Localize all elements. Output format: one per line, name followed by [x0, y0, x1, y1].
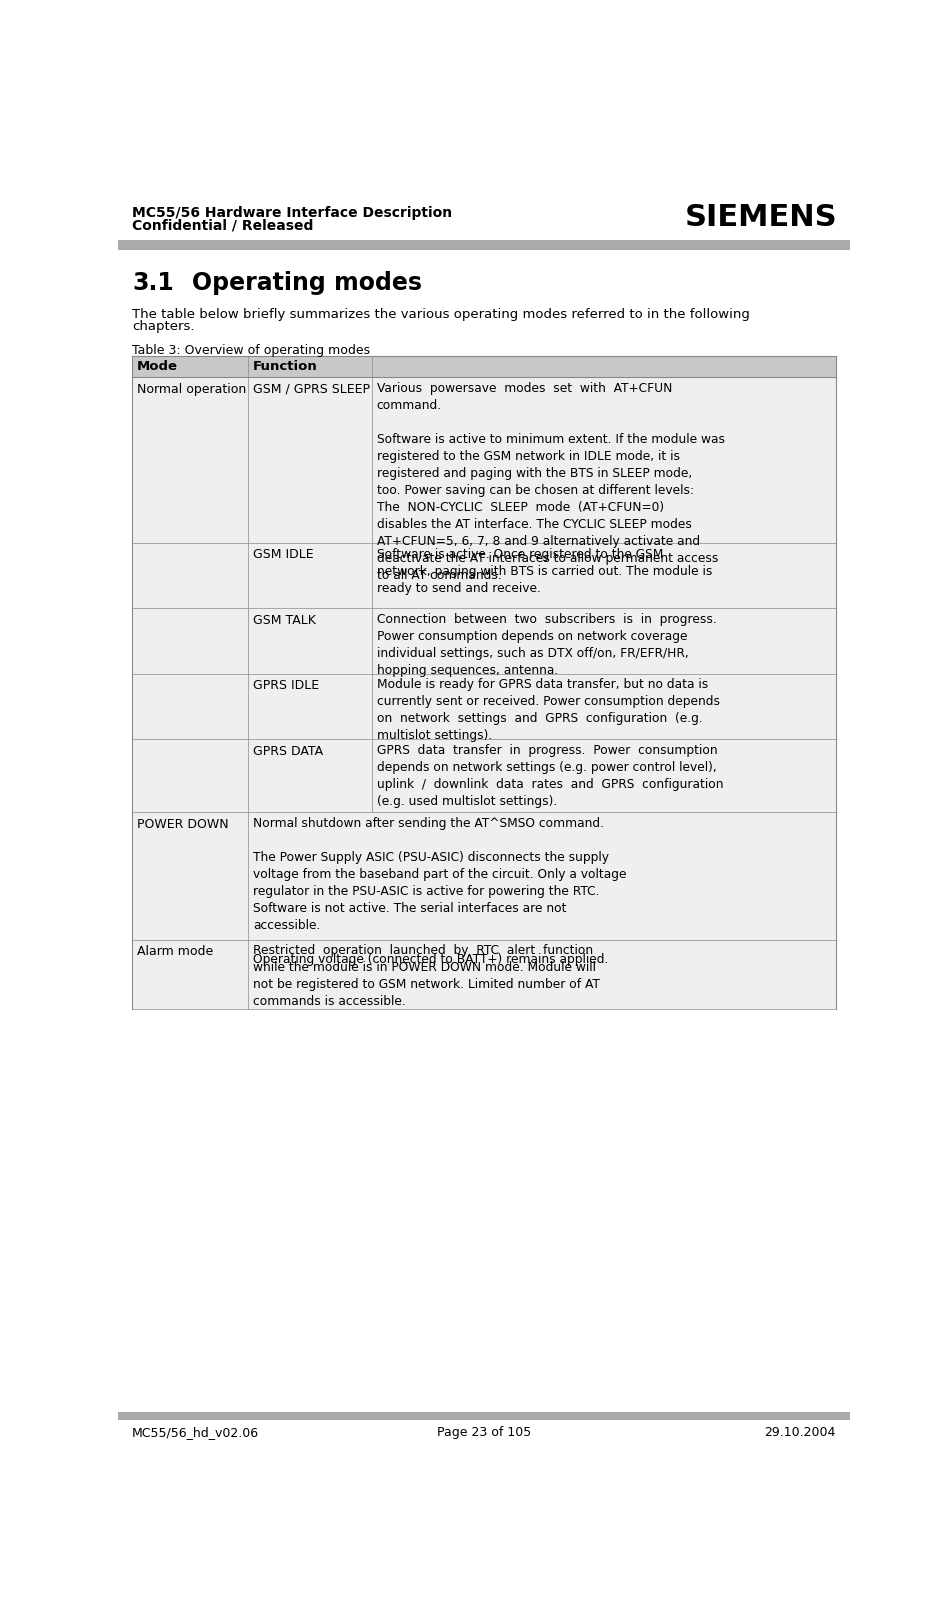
Text: MC55/56_hd_v02.06: MC55/56_hd_v02.06	[132, 1425, 259, 1438]
Text: Connection  between  two  subscribers  is  in  progress.
Power consumption depen: Connection between two subscribers is in…	[377, 613, 716, 676]
Text: POWER DOWN: POWER DOWN	[137, 817, 228, 832]
Text: Normal operation: Normal operation	[137, 383, 245, 396]
Text: GPRS DATA: GPRS DATA	[253, 744, 323, 757]
Text: Table 3: Overview of operating modes: Table 3: Overview of operating modes	[132, 343, 370, 356]
Text: Operating modes: Operating modes	[193, 272, 422, 294]
Text: 29.10.2004: 29.10.2004	[765, 1425, 835, 1438]
Bar	[132, 356, 835, 377]
Text: GPRS IDLE: GPRS IDLE	[253, 680, 319, 693]
Bar	[132, 377, 835, 544]
Text: Page 23 of 105: Page 23 of 105	[437, 1425, 531, 1438]
Text: The table below briefly summarizes the various operating modes referred to in th: The table below briefly summarizes the v…	[132, 307, 750, 320]
Bar	[132, 739, 835, 812]
Text: Various  powersave  modes  set  with  AT+CFUN
command.

Software is active to mi: Various powersave modes set with AT+CFUN…	[377, 382, 725, 582]
Text: Restricted  operation  launched  by  RTC  alert  function
while the module is in: Restricted operation launched by RTC ale…	[253, 945, 599, 1008]
Bar	[118, 1413, 850, 1421]
Bar	[132, 544, 835, 608]
Text: GSM TALK: GSM TALK	[253, 613, 315, 626]
Text: GSM IDLE: GSM IDLE	[253, 549, 313, 561]
Text: Mode: Mode	[137, 359, 177, 372]
Text: Confidential / Released: Confidential / Released	[132, 218, 313, 233]
Bar	[132, 940, 835, 1008]
Text: chapters.: chapters.	[132, 320, 194, 333]
Text: GSM / GPRS SLEEP: GSM / GPRS SLEEP	[253, 383, 370, 396]
Text: Normal shutdown after sending the AT^SMSO command.

The Power Supply ASIC (PSU-A: Normal shutdown after sending the AT^SMS…	[253, 817, 627, 966]
Text: Software is active. Once registered to the GSM
network, paging with BTS is carri: Software is active. Once registered to t…	[377, 547, 712, 594]
Text: Alarm mode: Alarm mode	[137, 945, 212, 958]
Bar	[132, 673, 835, 739]
Text: Module is ready for GPRS data transfer, but no data is
currently sent or receive: Module is ready for GPRS data transfer, …	[377, 678, 720, 743]
Text: SIEMENS: SIEMENS	[684, 204, 837, 233]
Text: Function: Function	[253, 359, 317, 372]
Bar	[118, 241, 850, 249]
Bar	[132, 812, 835, 940]
Text: GPRS  data  transfer  in  progress.  Power  consumption
depends on network setti: GPRS data transfer in progress. Power co…	[377, 744, 723, 807]
Text: MC55/56 Hardware Interface Description: MC55/56 Hardware Interface Description	[132, 207, 452, 220]
Text: 3.1: 3.1	[132, 272, 174, 294]
Bar	[132, 608, 835, 673]
